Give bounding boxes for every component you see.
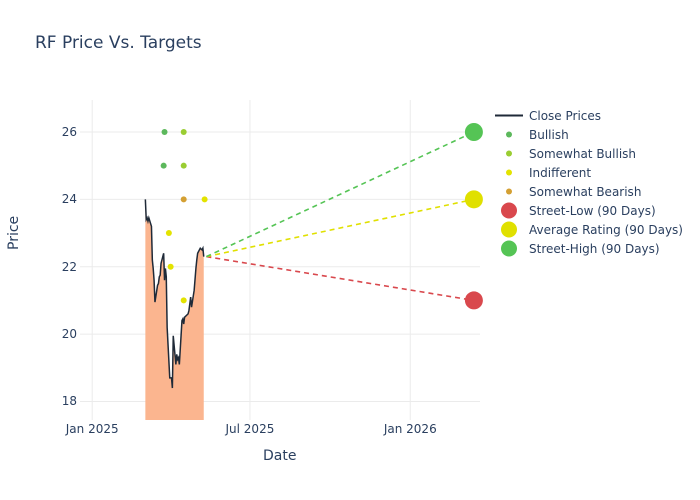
legend-swatch xyxy=(501,240,517,257)
legend-label: Close Prices xyxy=(529,108,602,123)
y-tick-label: 24 xyxy=(61,192,77,207)
projection-marker xyxy=(464,190,483,209)
projection-marker xyxy=(464,123,483,141)
y-tick-label: 18 xyxy=(61,394,77,409)
legend-label: Bullish xyxy=(529,127,569,142)
legend[interactable]: Close Prices Bullish Somewhat Bullish Indif… xyxy=(494,106,683,258)
legend-swatch xyxy=(506,169,512,176)
legend-item[interactable]: Street-Low (90 Days) xyxy=(494,201,683,220)
legend-item[interactable]: Close Prices xyxy=(494,106,683,125)
legend-item[interactable]: Average Rating (90 Days) xyxy=(494,220,683,239)
legend-swatch xyxy=(501,221,517,238)
chart-title: RF Price Vs. Targets xyxy=(35,33,202,53)
rating-dot xyxy=(180,129,187,135)
projection-line xyxy=(206,255,475,302)
legend-dot-symbol xyxy=(506,169,512,176)
legend-label: Average Rating (90 Days) xyxy=(529,222,683,237)
close-price-line xyxy=(144,199,205,389)
legend-label: Indifferent xyxy=(529,165,592,180)
legend-swatch xyxy=(506,188,512,195)
legend-swatch xyxy=(506,131,512,138)
legend-dot-symbol xyxy=(506,131,512,138)
legend-item[interactable]: Somewhat Bullish xyxy=(494,144,683,163)
legend-dot-symbol xyxy=(501,202,517,219)
rating-dot xyxy=(201,196,208,203)
legend-dot-symbol xyxy=(501,240,517,257)
legend-item[interactable]: Indifferent xyxy=(494,163,683,182)
rating-dot xyxy=(165,230,172,237)
x-tick-label: Jan 2025 xyxy=(65,422,119,436)
close-price-area xyxy=(145,199,204,420)
y-tick-label: 26 xyxy=(61,125,77,139)
legend-swatch xyxy=(495,114,523,117)
rating-dot xyxy=(180,297,187,304)
rating-dot xyxy=(167,263,174,270)
legend-dot-symbol xyxy=(501,221,517,238)
legend-item[interactable]: Somewhat Bearish xyxy=(494,182,683,201)
legend-swatch xyxy=(501,202,517,219)
legend-label: Somewhat Bearish xyxy=(529,184,642,199)
legend-label: Somewhat Bullish xyxy=(529,146,637,161)
x-tick-label: Jul 2025 xyxy=(225,422,275,436)
rating-dot xyxy=(180,162,187,169)
legend-label: Street-High (90 Days) xyxy=(529,241,660,256)
projection-marker xyxy=(464,291,483,310)
legend-item[interactable]: Bullish xyxy=(494,125,683,144)
legend-item[interactable]: Street-High (90 Days) xyxy=(494,239,683,258)
rating-dot xyxy=(161,129,168,135)
y-tick-label: 22 xyxy=(61,259,77,274)
legend-dot-symbol xyxy=(506,150,512,157)
legend-swatch xyxy=(506,150,512,157)
y-axis-title: Price xyxy=(6,215,22,250)
legend-label: Street-Low (90 Days) xyxy=(529,203,656,218)
legend-dot-symbol xyxy=(506,188,512,195)
projection-line xyxy=(206,131,475,258)
rating-dot xyxy=(160,162,167,169)
x-tick-label: Jan 2026 xyxy=(383,422,437,436)
rating-dot xyxy=(180,196,187,203)
y-tick-label: 20 xyxy=(61,327,77,342)
x-axis-title: Date xyxy=(263,448,297,464)
projection-line xyxy=(206,198,475,258)
